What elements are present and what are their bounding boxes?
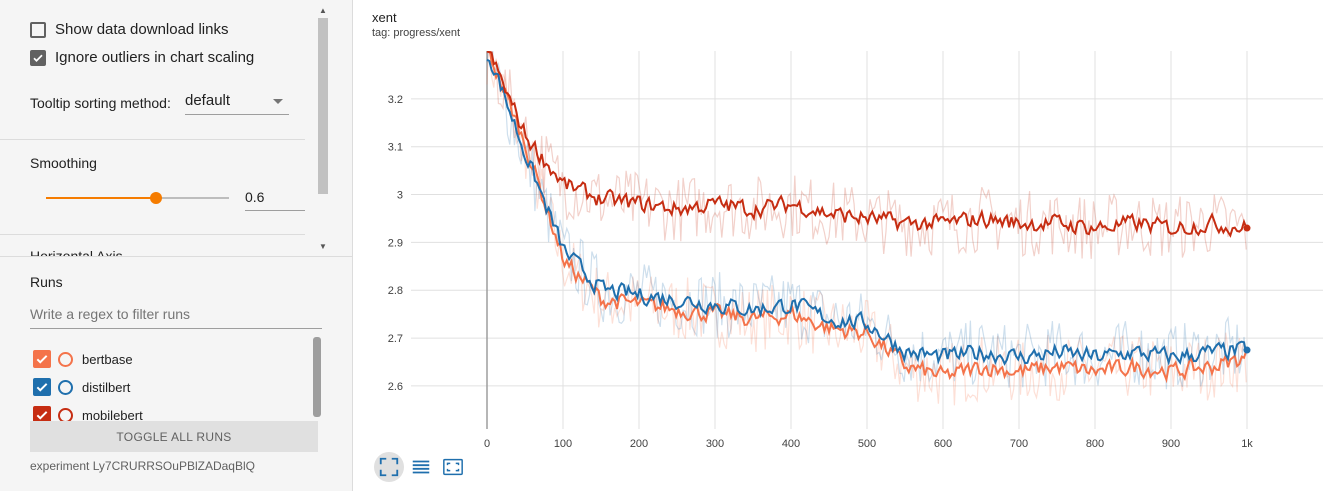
series-line-mobilebert — [486, 51, 1248, 238]
run-checkbox[interactable] — [33, 406, 51, 424]
log-scale-icon — [412, 460, 430, 474]
run-item-bertbase[interactable]: bertbase — [33, 350, 133, 368]
run-label: distilbert — [82, 379, 131, 395]
x-tick-label: 400 — [782, 438, 800, 450]
y-tick-label: 2.9 — [388, 237, 403, 249]
show-download-links-row[interactable]: Show data download links — [30, 21, 228, 38]
y-tick-label: 2.6 — [388, 381, 403, 393]
check-icon — [33, 54, 43, 62]
runs-filter-placeholder: Write a regex to filter runs — [30, 306, 191, 322]
x-tick-label: 200 — [630, 438, 648, 450]
run-label: mobilebert — [82, 407, 143, 423]
runs-panel: Runs Write a regex to filter runs bertba… — [0, 256, 352, 492]
check-icon — [36, 383, 48, 392]
series-endpoint-distilbert — [1243, 346, 1251, 354]
run-item-distilbert[interactable]: distilbert — [33, 378, 130, 396]
smoothing-label: Smoothing — [30, 155, 97, 171]
tooltip-sorting-label: Tooltip sorting method: — [30, 95, 171, 111]
chart-title: xent — [372, 10, 397, 25]
scroll-down-icon[interactable]: ▼ — [319, 242, 327, 251]
scroll-up-icon[interactable]: ▲ — [319, 6, 327, 15]
x-tick-label: 0 — [484, 438, 490, 450]
smoothing-slider[interactable] — [46, 192, 229, 204]
settings-scrollbar[interactable]: ▲ ▼ — [316, 6, 330, 251]
dropdown-arrow-icon — [273, 99, 283, 104]
y-tick-label: 3.1 — [388, 142, 403, 154]
series-endpoint-mobilebert — [1243, 224, 1251, 232]
y-tick-label: 3 — [397, 190, 403, 202]
settings-panel: Show data download links Ignore outliers… — [0, 0, 332, 256]
x-tick-label: 900 — [1162, 438, 1180, 450]
smoothing-value: 0.6 — [245, 189, 265, 205]
runs-scrollbar-thumb[interactable] — [313, 337, 321, 417]
horizontal-axis-label: Horizontal Axis — [30, 248, 123, 256]
smoothing-value-input[interactable]: 0.6 — [245, 186, 305, 211]
x-tick-label: 300 — [706, 438, 724, 450]
ignore-outliers-checkbox[interactable] — [30, 49, 46, 66]
show-download-links-label: Show data download links — [55, 21, 229, 38]
log-scale-button[interactable] — [406, 452, 436, 482]
x-tick-label: 700 — [1010, 438, 1028, 450]
y-tick-label: 2.8 — [388, 285, 403, 297]
divider — [0, 139, 305, 140]
tooltip-sorting-select[interactable]: default — [185, 90, 289, 115]
y-tick-label: 3.2 — [388, 94, 403, 106]
x-tick-label: 800 — [1086, 438, 1104, 450]
series-line-distilbert — [486, 58, 1248, 366]
fit-domain-button[interactable] — [374, 452, 404, 482]
series-line-bertbase — [488, 51, 1248, 384]
check-icon — [36, 355, 48, 364]
expand-icon — [443, 458, 463, 476]
y-tick-label: 2.7 — [388, 333, 403, 345]
ignore-outliers-row[interactable]: Ignore outliers in chart scaling — [30, 49, 254, 66]
check-icon — [36, 411, 48, 420]
run-checkbox[interactable] — [33, 350, 51, 368]
line-chart[interactable]: 0 100 200 300 400 500 600 700 800 900 1k 2.6 2.7 2.8 2… — [353, 0, 1334, 455]
sidebar: Show data download links Ignore outliers… — [0, 0, 353, 491]
smoothing-slider-thumb[interactable] — [149, 192, 162, 204]
chart-card: xent tag: progress/xent 0 100 200 300 400 500… — [353, 0, 1334, 491]
fit-domain-icon — [379, 457, 399, 477]
ignore-outliers-label: Ignore outliers in chart scaling — [55, 49, 255, 66]
settings-scrollbar-thumb[interactable] — [318, 18, 328, 194]
x-tick-label: 600 — [934, 438, 952, 450]
x-tick-label: 100 — [554, 438, 572, 450]
expand-button[interactable] — [438, 452, 468, 482]
runs-filter-input[interactable]: Write a regex to filter runs — [30, 302, 322, 329]
divider — [0, 234, 305, 235]
run-checkbox[interactable] — [33, 378, 51, 396]
x-tick-label: 1k — [1241, 438, 1253, 450]
tooltip-sorting-value: default — [185, 92, 231, 109]
experiment-id: experiment Ly7CRURRSOuPBlZADaqBlQ — [30, 459, 255, 473]
run-color-circle-icon[interactable] — [58, 351, 73, 367]
chart-tag: tag: progress/xent — [372, 27, 461, 39]
run-item-mobilebert[interactable]: mobilebert — [33, 406, 143, 424]
run-label: bertbase — [82, 351, 133, 367]
show-download-links-checkbox[interactable] — [30, 21, 46, 38]
toggle-all-runs-button[interactable]: TOGGLE ALL RUNS — [30, 421, 318, 452]
run-color-circle-icon[interactable] — [58, 379, 73, 395]
smoothing-slider-fill — [46, 197, 156, 199]
x-tick-label: 500 — [858, 438, 876, 450]
runs-title: Runs — [30, 274, 63, 290]
